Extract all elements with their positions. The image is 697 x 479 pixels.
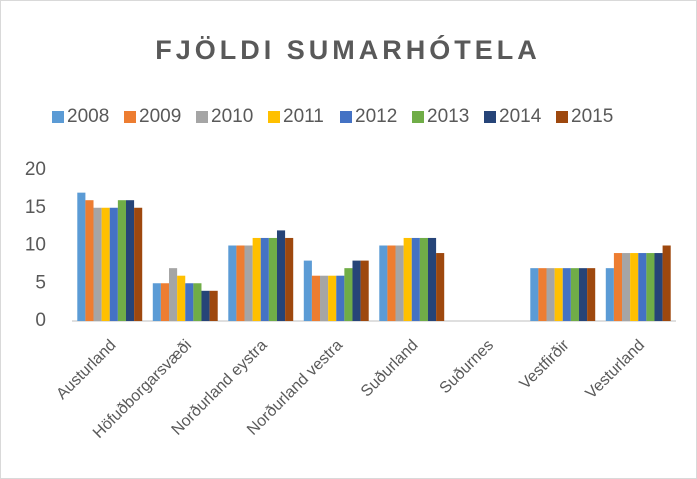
bar (193, 283, 202, 321)
chart-title: FJÖLDI SUMARHÓTELA (155, 34, 541, 65)
bar (646, 253, 655, 321)
bar (285, 237, 294, 321)
legend-swatch (268, 111, 280, 123)
bar (252, 237, 261, 321)
legend-label: 2014 (499, 106, 542, 127)
bar (387, 245, 396, 321)
bar (630, 253, 639, 321)
legend-swatch (412, 111, 424, 123)
legend-swatch (484, 111, 496, 123)
bar (570, 268, 579, 321)
bar (622, 253, 631, 321)
bar (578, 268, 588, 321)
bar (134, 207, 143, 321)
bar (303, 260, 312, 321)
bar (654, 253, 663, 321)
bar (336, 275, 345, 321)
bar (395, 245, 404, 321)
bar (352, 260, 361, 321)
bar (101, 207, 110, 321)
bar (117, 200, 126, 321)
legend-label: 2012 (355, 106, 397, 127)
bar (311, 275, 321, 321)
bar (152, 283, 161, 321)
bar (638, 253, 647, 321)
bar (554, 268, 563, 321)
bar (403, 237, 412, 321)
bar (160, 283, 170, 321)
bar (546, 268, 555, 321)
bar (85, 200, 94, 321)
legend-swatch (340, 111, 352, 123)
legend-label: 2010 (211, 106, 253, 127)
bar (260, 237, 269, 321)
bar (379, 245, 388, 321)
bar (436, 253, 445, 321)
bar (236, 245, 245, 321)
bar (587, 268, 596, 321)
y-tick-label: 15 (25, 197, 46, 218)
bar (360, 260, 369, 321)
bar (411, 237, 420, 321)
bar (562, 268, 571, 321)
bar (228, 245, 237, 321)
bar (344, 268, 353, 321)
legend-label: 2011 (283, 106, 324, 127)
y-tick-label: 0 (35, 310, 46, 331)
legend-label: 2013 (427, 106, 469, 127)
legend-label: 2008 (67, 106, 109, 127)
bar (125, 200, 135, 321)
bar (77, 192, 86, 321)
legend-swatch (52, 111, 64, 123)
legend-label: 2015 (571, 106, 613, 127)
bar (613, 253, 623, 321)
bar (662, 245, 671, 321)
legend-swatch (556, 111, 568, 123)
bar (201, 290, 210, 321)
bar (244, 245, 253, 321)
bar (177, 275, 186, 321)
y-tick-label: 20 (25, 159, 46, 180)
bar (605, 268, 614, 321)
y-tick-label: 5 (35, 272, 46, 293)
bar (276, 230, 286, 321)
bar (169, 268, 178, 321)
bar (419, 237, 428, 321)
legend-swatch (196, 111, 208, 123)
bar (530, 268, 539, 321)
legend-swatch (124, 111, 136, 123)
y-tick-label: 10 (25, 235, 46, 256)
bar (427, 237, 437, 321)
bar (268, 237, 277, 321)
bar (209, 290, 218, 321)
bar (185, 283, 194, 321)
bar (538, 268, 547, 321)
bar (93, 207, 102, 321)
bar (109, 207, 118, 321)
bar (328, 275, 337, 321)
bar (320, 275, 329, 321)
legend-label: 2009 (139, 106, 181, 127)
